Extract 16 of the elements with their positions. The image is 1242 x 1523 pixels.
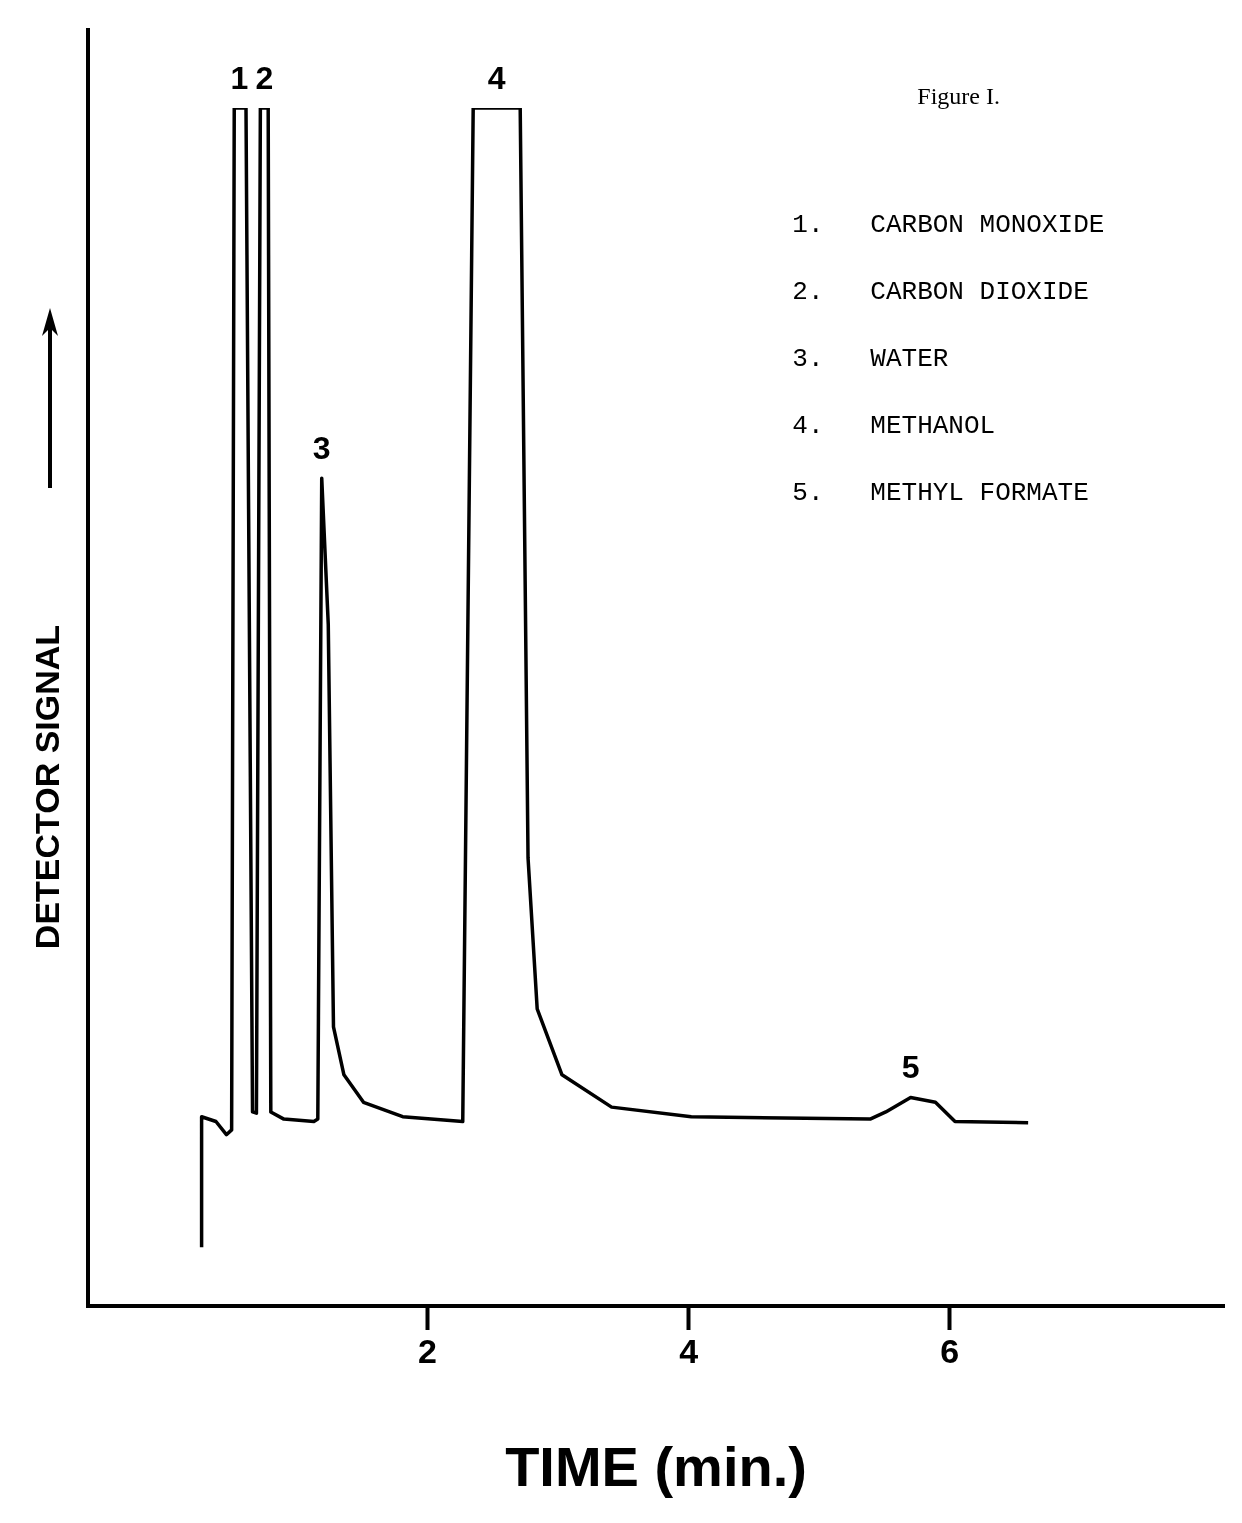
annotation: 4. METHANOL [792, 410, 996, 441]
annotation: 1. CARBON MONOXIDE [792, 209, 1105, 240]
annotation: 3 [312, 430, 331, 467]
x-tick-label: 6 [940, 1331, 960, 1370]
annotation: 2. CARBON DIOXIDE [792, 276, 1089, 307]
annotation: 2 [255, 59, 274, 96]
annotation: Figure I. [917, 83, 1000, 110]
annotation: 5. METHYL FORMATE [792, 477, 1089, 508]
x-tick-label: 2 [418, 1331, 437, 1370]
annotation: 1 [230, 59, 249, 96]
x-tick-label: 4 [679, 1331, 699, 1370]
annotation: 3. WATER [792, 343, 949, 374]
annotation: 5 [901, 1049, 920, 1086]
x-axis-title: TIME (min.) [505, 1434, 807, 1498]
annotation: 4 [487, 59, 506, 96]
y-axis-title: DETECTOR SIGNAL [28, 624, 67, 950]
